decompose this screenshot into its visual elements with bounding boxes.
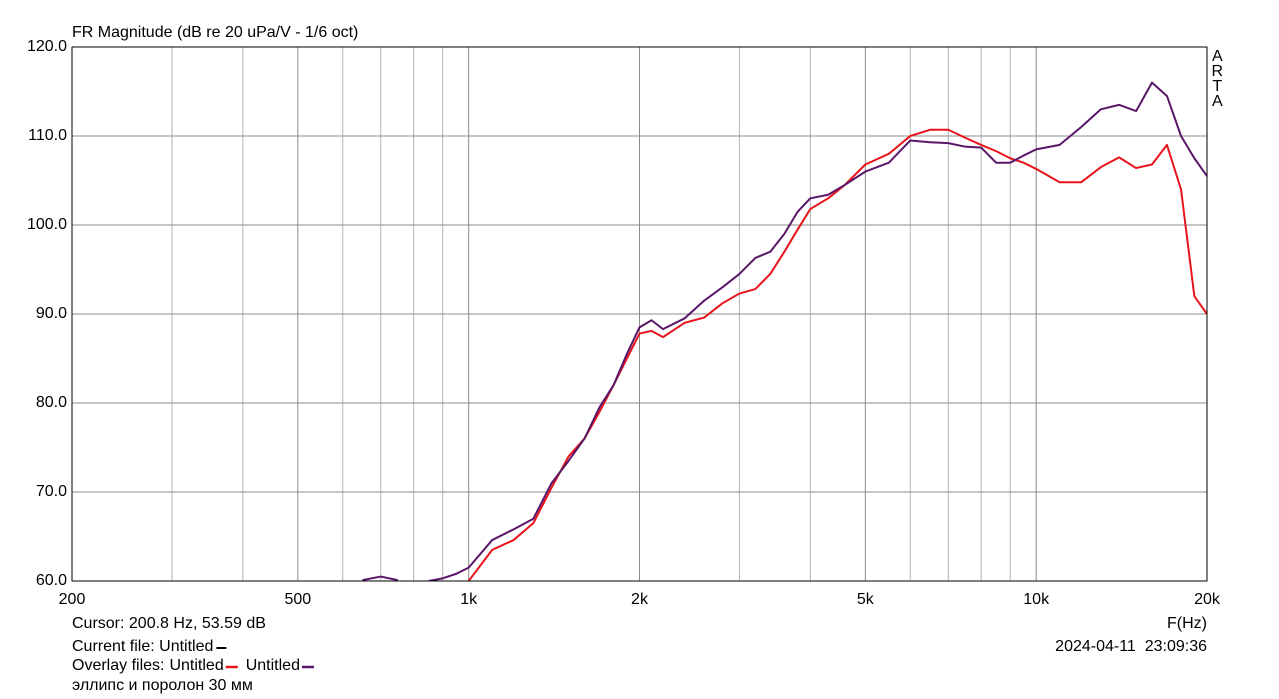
x-tick-label: 1k [460,591,478,608]
x-tick-label: 200 [59,591,86,608]
overlay-label: Overlay files: [72,657,164,674]
note: эллипс и поролон 30 мм [72,677,253,694]
plot-frame [71,46,1208,582]
y-tick-label: 60.0 [36,572,67,589]
y-tick-label: 70.0 [36,483,67,500]
y-tick-label: 80.0 [36,394,67,411]
y-tick-label: 110.0 [28,127,67,144]
current-file: Current file: Untitled [72,638,213,655]
series-line [467,128,1207,581]
x-tick-label: 5k [857,591,875,608]
chart-title: FR Magnitude (dB re 20 uPa/V - 1/6 oct) [72,24,358,41]
x-tick-label: 2k [631,591,649,608]
x-tick-label: 20k [1194,591,1221,608]
watermark: ARTA [1209,48,1226,108]
plot-lines [362,81,1207,581]
legend-label: Untitled [169,657,223,674]
legend-label: Untitled [246,657,300,674]
y-tick-label: 90.0 [36,305,67,322]
x-tick-label: 500 [284,591,311,608]
x-tick-label: 10k [1023,591,1050,608]
y-tick-label: 120.0 [27,38,67,55]
timestamp: 2024-04-11 23:09:36 [1055,638,1207,655]
series-line [362,81,1207,581]
x-axis-label: F(Hz) [1167,615,1207,632]
y-tick-label: 100.0 [27,216,67,233]
cursor-readout: Cursor: 200.8 Hz, 53.59 dB [72,615,266,632]
